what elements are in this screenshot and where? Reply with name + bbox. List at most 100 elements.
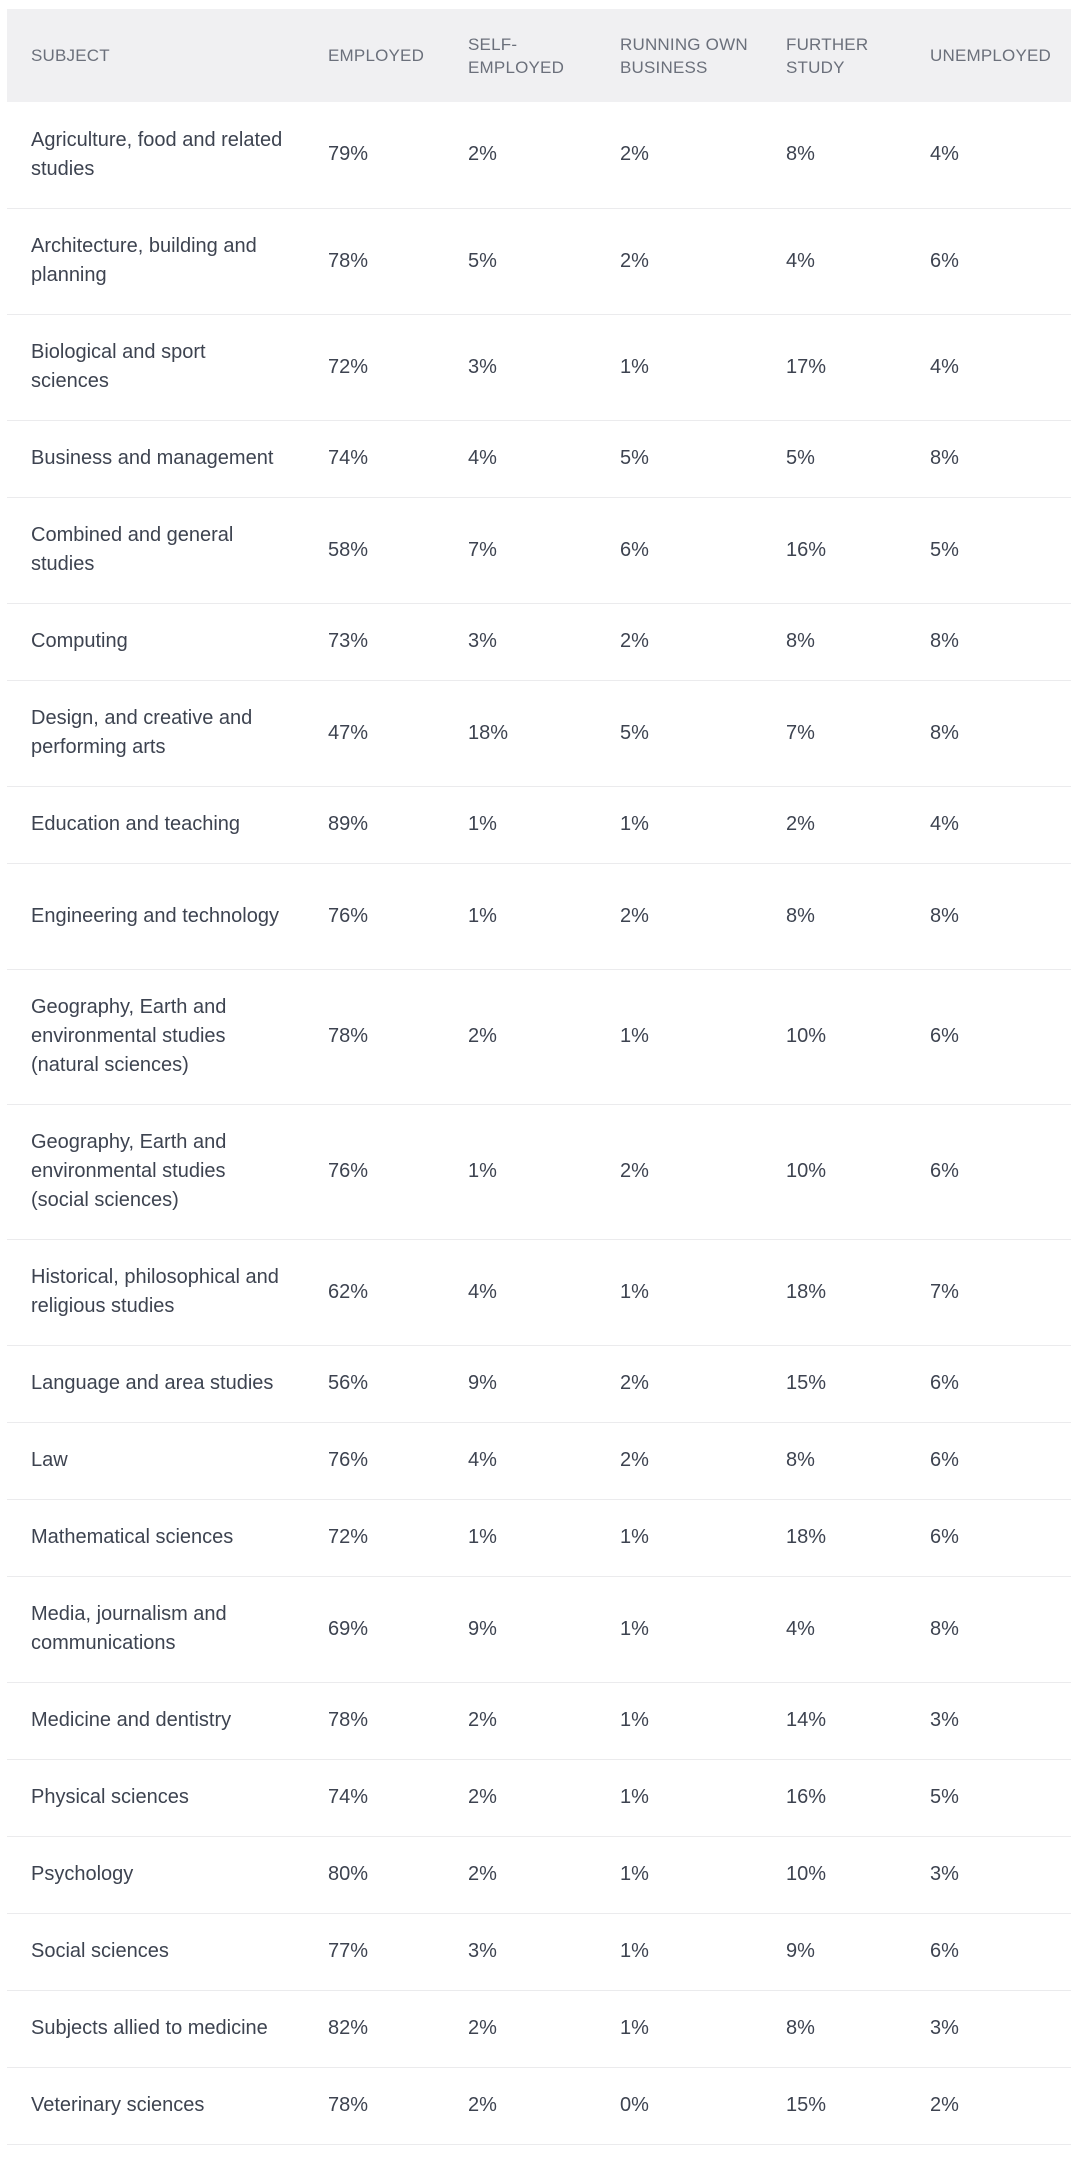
cell-subject: Agriculture, food and related studies xyxy=(7,102,304,209)
table-row: Agriculture, food and related studies 79%… xyxy=(7,102,1071,209)
cell-unemployed: 6% xyxy=(906,1345,1071,1423)
cell-unemployed: 4% xyxy=(906,314,1071,421)
cell-self-employed: 2% xyxy=(444,2067,596,2145)
table-row: Historical, philosophical and religious … xyxy=(7,1239,1071,1346)
cell-self-employed: 1% xyxy=(444,786,596,864)
cell-further-study: 2% xyxy=(762,786,906,864)
cell-employed: 82% xyxy=(304,1990,444,2068)
cell-unemployed: 7% xyxy=(906,1239,1071,1346)
cell-self-employed: 3% xyxy=(444,314,596,421)
cell-subject: Geography, Earth and environmental studi… xyxy=(7,969,304,1105)
cell-employed: 47% xyxy=(304,680,444,787)
cell-employed: 78% xyxy=(304,1682,444,1760)
cell-unemployed: 8% xyxy=(906,680,1071,787)
table-row: Veterinary sciences 78% 2% 0% 15% 2% xyxy=(7,2067,1071,2145)
cell-unemployed: 8% xyxy=(906,863,1071,970)
cell-subject: Law xyxy=(7,1422,304,1500)
cell-unemployed: 6% xyxy=(906,1422,1071,1500)
cell-running-own-business: 1% xyxy=(596,1913,762,1991)
cell-self-employed: 4% xyxy=(444,1239,596,1346)
cell-unemployed: 4% xyxy=(906,786,1071,864)
table-row: Business and management 74% 4% 5% 5% 8% xyxy=(7,420,1071,498)
cell-subject: Subjects allied to medicine xyxy=(7,1990,304,2068)
cell-further-study: 4% xyxy=(762,208,906,315)
cell-further-study: 10% xyxy=(762,1104,906,1240)
cell-self-employed: 2% xyxy=(444,1990,596,2068)
cell-self-employed: 7% xyxy=(444,497,596,604)
table-body: Agriculture, food and related studies 79%… xyxy=(7,102,1071,2145)
header-further-study: FURTHER STUDY xyxy=(786,34,869,77)
cell-subject: Business and management xyxy=(7,420,304,498)
cell-unemployed: 3% xyxy=(906,1990,1071,2068)
table-row: Computing 73% 3% 2% 8% 8% xyxy=(7,603,1071,681)
cell-subject: Psychology xyxy=(7,1836,304,1914)
cell-further-study: 7% xyxy=(762,680,906,787)
cell-employed: 78% xyxy=(304,208,444,315)
table-row: Physical sciences 74% 2% 1% 16% 5% xyxy=(7,1759,1071,1837)
cell-further-study: 8% xyxy=(762,603,906,681)
cell-further-study: 18% xyxy=(762,1239,906,1346)
cell-employed: 56% xyxy=(304,1345,444,1423)
cell-running-own-business: 2% xyxy=(596,1104,762,1240)
table-header: SUBJECT EMPLOYED SELF-EMPLOYED RUNNING O… xyxy=(7,9,1071,102)
cell-self-employed: 18% xyxy=(444,680,596,787)
cell-subject: Medicine and dentistry xyxy=(7,1682,304,1760)
cell-subject: Biological and sport sciences xyxy=(7,314,304,421)
cell-employed: 74% xyxy=(304,420,444,498)
cell-unemployed: 5% xyxy=(906,497,1071,604)
cell-subject: Language and area studies xyxy=(7,1345,304,1423)
cell-self-employed: 5% xyxy=(444,208,596,315)
cell-self-employed: 3% xyxy=(444,603,596,681)
cell-subject: Architecture, building and planning xyxy=(7,208,304,315)
table-row: Media, journalism and communications 69% 9… xyxy=(7,1576,1071,1683)
cell-further-study: 10% xyxy=(762,1836,906,1914)
table-row: Social sciences 77% 3% 1% 9% 6% xyxy=(7,1913,1071,1991)
cell-employed: 80% xyxy=(304,1836,444,1914)
cell-running-own-business: 1% xyxy=(596,786,762,864)
cell-employed: 58% xyxy=(304,497,444,604)
cell-unemployed: 3% xyxy=(906,1836,1071,1914)
cell-running-own-business: 2% xyxy=(596,1345,762,1423)
table-row: Law 76% 4% 2% 8% 6% xyxy=(7,1422,1071,1500)
cell-running-own-business: 2% xyxy=(596,863,762,970)
cell-subject: Veterinary sciences xyxy=(7,2067,304,2145)
cell-further-study: 9% xyxy=(762,1913,906,1991)
cell-employed: 79% xyxy=(304,102,444,209)
cell-self-employed: 1% xyxy=(444,1499,596,1577)
cell-further-study: 8% xyxy=(762,863,906,970)
cell-self-employed: 1% xyxy=(444,1104,596,1240)
cell-unemployed: 6% xyxy=(906,1104,1071,1240)
cell-subject: Combined and general studies xyxy=(7,497,304,604)
table-row: Language and area studies 56% 9% 2% 15% 6% xyxy=(7,1345,1071,1423)
cell-running-own-business: 1% xyxy=(596,314,762,421)
table-row: Engineering and technology 76% 1% 2% 8% 8% xyxy=(7,863,1071,970)
cell-subject: Education and teaching xyxy=(7,786,304,864)
cell-self-employed: 9% xyxy=(444,1576,596,1683)
cell-subject: Computing xyxy=(7,603,304,681)
cell-running-own-business: 1% xyxy=(596,1836,762,1914)
cell-unemployed: 3% xyxy=(906,1682,1071,1760)
cell-running-own-business: 1% xyxy=(596,1990,762,2068)
cell-self-employed: 4% xyxy=(444,1422,596,1500)
cell-unemployed: 6% xyxy=(906,208,1071,315)
cell-running-own-business: 1% xyxy=(596,1499,762,1577)
header-subject: SUBJECT xyxy=(31,46,110,65)
cell-unemployed: 8% xyxy=(906,603,1071,681)
cell-self-employed: 4% xyxy=(444,420,596,498)
cell-further-study: 15% xyxy=(762,1345,906,1423)
cell-further-study: 16% xyxy=(762,497,906,604)
cell-subject: Physical sciences xyxy=(7,1759,304,1837)
cell-running-own-business: 1% xyxy=(596,1682,762,1760)
outcomes-table-container: SUBJECT EMPLOYED SELF-EMPLOYED RUNNING O… xyxy=(7,9,1071,2145)
header-self-employed: SELF-EMPLOYED xyxy=(468,34,565,77)
cell-self-employed: 2% xyxy=(444,1836,596,1914)
cell-further-study: 4% xyxy=(762,1576,906,1683)
cell-further-study: 5% xyxy=(762,420,906,498)
cell-further-study: 15% xyxy=(762,2067,906,2145)
cell-subject: Historical, philosophical and religious … xyxy=(7,1239,304,1346)
table-row: Medicine and dentistry 78% 2% 1% 14% 3% xyxy=(7,1682,1071,1760)
cell-further-study: 17% xyxy=(762,314,906,421)
cell-self-employed: 3% xyxy=(444,1913,596,1991)
table-row: Architecture, building and planning 78% 5%… xyxy=(7,208,1071,315)
cell-running-own-business: 2% xyxy=(596,1422,762,1500)
